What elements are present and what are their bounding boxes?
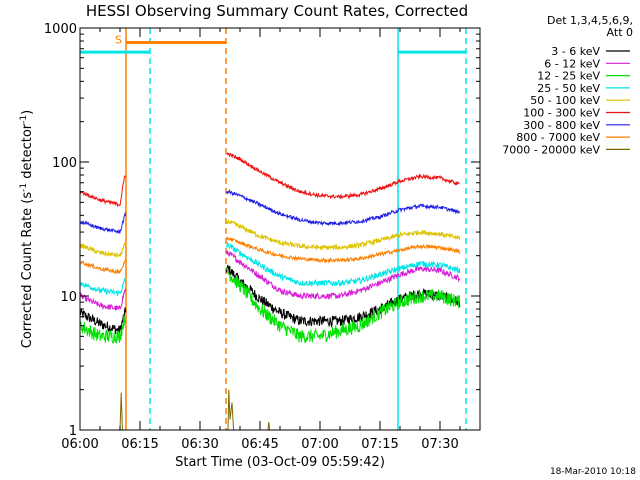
- x-tick-label: 06:45: [241, 437, 278, 452]
- x-tick-label: 07:00: [301, 437, 338, 452]
- legend-label: 6 - 12 keV: [544, 57, 600, 70]
- legend-label: 7000 - 20000 keV: [502, 143, 600, 156]
- y-axis-label: Corrected Count Rate (s-1 detector-1): [19, 110, 35, 348]
- series-line: [119, 389, 271, 430]
- series-line: [80, 241, 461, 297]
- legend-label: 25 - 50 keV: [537, 82, 600, 95]
- x-tick-label: 06:30: [181, 437, 218, 452]
- series-line: [80, 236, 461, 275]
- legend-label: 800 - 7000 keV: [516, 131, 600, 144]
- chart-title: HESSI Observing Summary Count Rates, Cor…: [86, 2, 468, 20]
- plot-area: NS: [68, 28, 467, 430]
- series-line: [80, 152, 460, 208]
- footer-timestamp: 18-Mar-2010 10:18: [550, 467, 636, 477]
- y-tick-label: 1000: [44, 22, 77, 37]
- y-axis: 1 10 100 1000: [44, 22, 480, 439]
- legend-label: 3 - 6 keV: [551, 45, 600, 58]
- plot-frame: [79, 27, 481, 431]
- x-tick-label: 06:00: [61, 437, 98, 452]
- x-tick-label: 06:15: [121, 437, 158, 452]
- series-line: [80, 219, 461, 259]
- legend-header-att: Att 0: [607, 26, 633, 39]
- y-tick-label: 1: [69, 424, 77, 439]
- x-axis-label: Start Time (03-Oct-09 05:59:42): [175, 455, 385, 470]
- state-label: N: [68, 56, 76, 69]
- legend-label: 300 - 800 keV: [523, 119, 600, 132]
- state-label: S: [115, 33, 122, 46]
- legend-label: 50 - 100 keV: [530, 94, 600, 107]
- legend-label: 12 - 25 keV: [537, 70, 600, 83]
- legend-label: 100 - 300 keV: [523, 107, 600, 120]
- y-tick-label: 10: [60, 290, 77, 305]
- series-line: [80, 188, 461, 235]
- x-tick-label: 07:15: [361, 437, 398, 452]
- series-line: [80, 250, 461, 311]
- x-axis: 06:00 06:15 06:30 06:45 07:00 07:15 07:30: [61, 28, 481, 452]
- x-tick-label: 07:30: [421, 437, 458, 452]
- series-line: [80, 266, 461, 344]
- y-tick-label: 100: [52, 156, 77, 171]
- legend-header: Det 1,3,4,5,6,9,: [547, 14, 633, 27]
